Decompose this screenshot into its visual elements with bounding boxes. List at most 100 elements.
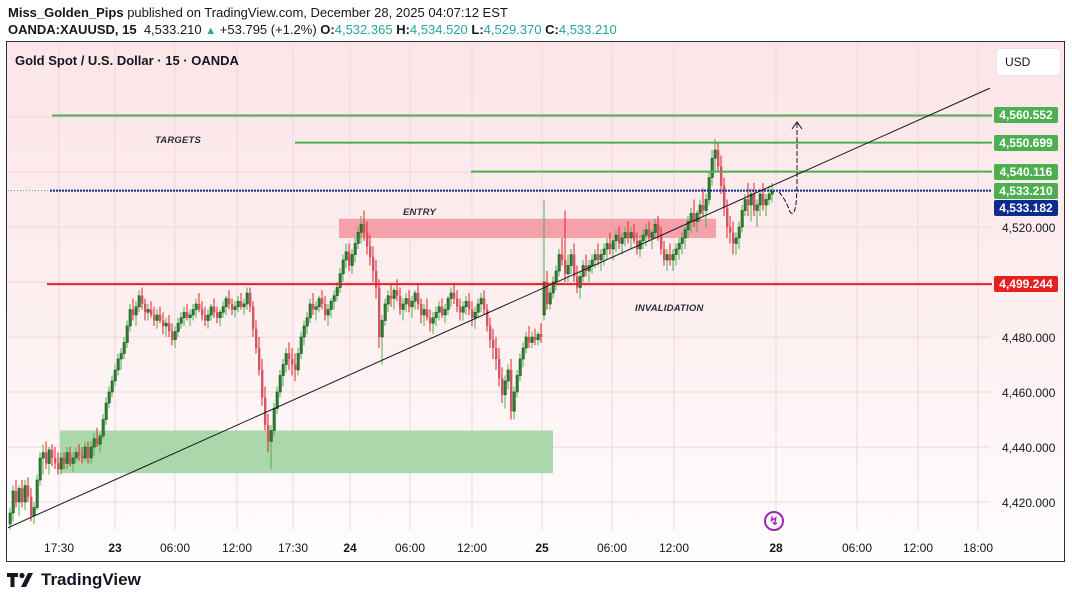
candle-body (344, 251, 348, 261)
candle-body (453, 293, 456, 299)
candle-body (524, 336, 528, 349)
candle-body (623, 232, 627, 239)
candle-body (510, 370, 513, 412)
candle-body (764, 199, 768, 206)
candle-body (698, 204, 702, 214)
open-label: O: (320, 22, 335, 37)
currency-button[interactable]: USD (997, 49, 1060, 75)
candle-body (110, 380, 114, 393)
candle-body (59, 457, 63, 470)
candle-body (489, 326, 492, 340)
candle-body (677, 243, 681, 250)
chart-frame[interactable] (6, 41, 1065, 562)
candle-body (89, 446, 93, 459)
candle-body (57, 463, 60, 469)
candle-body (51, 449, 54, 458)
candle-body (65, 452, 69, 464)
demand-zone[interactable] (60, 430, 553, 474)
candle-body (113, 369, 117, 382)
candle-body (749, 193, 753, 206)
candle-body (209, 306, 213, 316)
time-tick: 17:30 (277, 541, 309, 555)
time-tick: 28 (769, 541, 783, 555)
candle-body (540, 334, 543, 337)
candle-body (96, 438, 99, 445)
candle-body (732, 232, 735, 244)
author-name[interactable]: Miss_Golden_Pips (8, 5, 124, 20)
entry-zone[interactable] (339, 218, 716, 238)
projection-path[interactable] (778, 123, 798, 214)
candle-body (269, 430, 273, 442)
time-tick: 23 (108, 541, 122, 555)
candle-body (21, 488, 24, 502)
candle-body (284, 353, 288, 365)
tradingview-logo[interactable]: TradingView (7, 570, 141, 590)
candle-body (657, 224, 660, 236)
candle-body (392, 289, 396, 299)
candle-body (186, 312, 189, 318)
candle-body (492, 339, 495, 348)
candle-body (305, 317, 309, 327)
candle-body (723, 185, 726, 208)
trendline[interactable] (7, 87, 991, 529)
candle-body (231, 304, 234, 310)
candle-body (471, 309, 474, 318)
candle-body (224, 298, 228, 308)
candle-body (122, 342, 126, 354)
candle-body (530, 336, 534, 343)
last-price: 4,533.210 (143, 22, 202, 37)
candle-body (629, 232, 633, 239)
candle-body (426, 309, 429, 318)
symbol-info-bar: OANDA:XAUUSD, 15 4,533.210 ▲ +53.795 (+1… (8, 22, 617, 37)
entry-annotation[interactable]: ENTRY (403, 207, 437, 218)
candle-body (261, 370, 264, 398)
candle-body (599, 254, 603, 261)
candle-body (770, 190, 774, 195)
price-label-target: 4,550.699 (994, 134, 1058, 151)
time-tick: 24 (343, 541, 357, 555)
candle-body (375, 271, 378, 288)
candle-body (695, 212, 699, 222)
candle-body (729, 227, 732, 233)
candle-body (168, 323, 171, 332)
candle-body (576, 276, 579, 288)
candle-body (422, 309, 426, 316)
candle-body (737, 226, 741, 239)
candle-body (71, 457, 75, 464)
candle-body (546, 282, 549, 304)
invalidation-annotation[interactable]: INVALIDATION (635, 303, 704, 314)
candle-body (41, 452, 45, 459)
price-tick: 4,520.000 (1002, 221, 1056, 235)
candle-body (410, 300, 414, 308)
candle-body (338, 273, 342, 288)
candle-body (380, 320, 384, 338)
candle-body (506, 369, 510, 382)
candle-body (396, 290, 399, 296)
candle-body (602, 248, 606, 255)
time-tick: 12:00 (658, 541, 690, 555)
candle-body (399, 295, 402, 310)
candle-body (566, 265, 570, 275)
candle-body (264, 397, 267, 425)
candle-body (54, 458, 57, 464)
price-tick: 4,440.000 (1002, 441, 1056, 455)
candle-body (17, 487, 21, 503)
candle-body (468, 301, 471, 310)
lightning-event-icon[interactable]: ↯ (764, 511, 784, 531)
candle-body (429, 317, 432, 324)
price-change: +53.795 (+1.2%) (219, 22, 317, 37)
candle-body (78, 452, 81, 456)
publish-info: Miss_Golden_Pips published on TradingVie… (8, 5, 508, 20)
candle-body (573, 254, 576, 277)
candle-body (201, 309, 204, 315)
plot-area[interactable] (7, 43, 992, 530)
candle-body (717, 150, 720, 167)
candle-body (153, 315, 156, 321)
candle-body (314, 306, 318, 310)
targets-annotation[interactable]: TARGETS (155, 135, 202, 146)
candle-body (221, 306, 225, 313)
candle-body (404, 298, 408, 305)
candle-body (653, 223, 657, 233)
published-text: published on TradingView.com, December 2… (123, 5, 508, 20)
